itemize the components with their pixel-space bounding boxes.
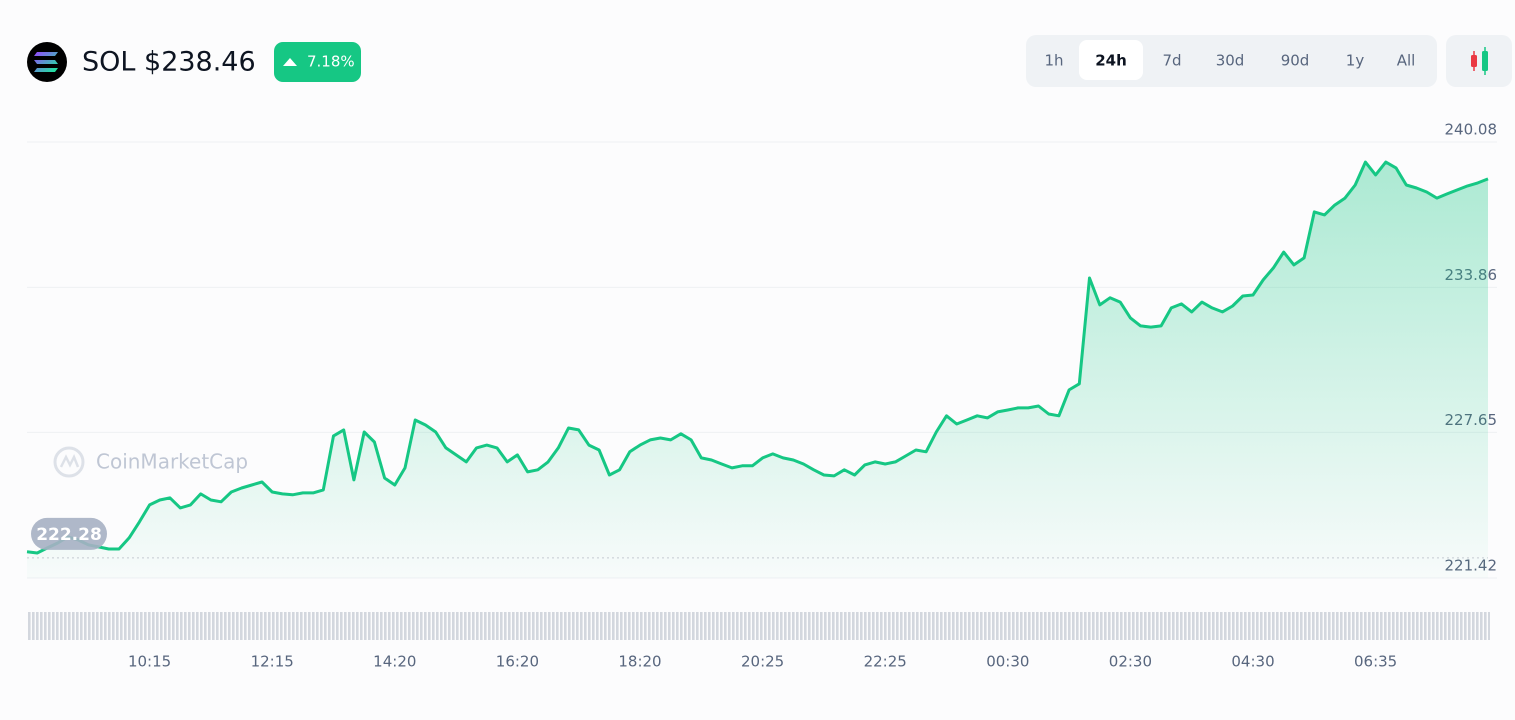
- x-tick-label: 20:25: [741, 653, 784, 671]
- x-tick-label: 14:20: [373, 653, 416, 671]
- x-tick-label: 10:15: [128, 653, 171, 671]
- range-button[interactable]: 7d: [1162, 52, 1181, 70]
- change-text: 7.18%: [307, 53, 355, 71]
- x-tick-label: 04:30: [1231, 653, 1274, 671]
- watermark-logo: [53, 446, 85, 478]
- x-tick-label: 16:20: [496, 653, 539, 671]
- x-tick-label: 02:30: [1109, 653, 1152, 671]
- range-button-active[interactable]: [1079, 40, 1143, 80]
- range-button[interactable]: All: [1397, 52, 1416, 70]
- range-button[interactable]: 30d: [1216, 52, 1245, 70]
- candle-icon: [1471, 47, 1488, 75]
- price-line: [26, 160, 1489, 555]
- range-button[interactable]: 24h: [1095, 52, 1127, 70]
- range-button[interactable]: 1h: [1044, 52, 1063, 70]
- area-fill: [27, 162, 1488, 578]
- range-button[interactable]: 90d: [1281, 52, 1310, 70]
- change-badge: [274, 42, 361, 82]
- reference-pill: [31, 517, 107, 550]
- y-tick-label: 240.08: [1445, 121, 1498, 139]
- volume-bars: [27, 612, 1490, 640]
- x-tick-label: 22:25: [864, 653, 907, 671]
- x-tick-label: 18:20: [618, 653, 661, 671]
- reference-label: 222.28: [36, 525, 102, 545]
- logo: [27, 42, 67, 82]
- x-tick-label: 12:15: [251, 653, 294, 671]
- candle-toggle[interactable]: [1446, 35, 1512, 87]
- title: SOL $238.46: [82, 47, 256, 78]
- x-tick-label: 00:30: [986, 653, 1029, 671]
- up-arrow: [283, 58, 297, 66]
- watermark: CoinMarketCap: [96, 450, 248, 474]
- x-tick-label: 06:35: [1354, 653, 1397, 671]
- range-button[interactable]: 1y: [1346, 52, 1365, 70]
